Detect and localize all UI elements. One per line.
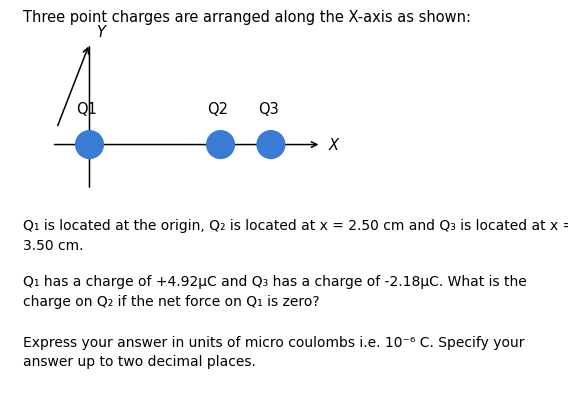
Text: Q3: Q3: [258, 101, 279, 116]
Text: Q1: Q1: [77, 101, 97, 116]
Text: Y: Y: [96, 24, 105, 40]
Circle shape: [76, 132, 103, 159]
Text: X: X: [329, 138, 339, 153]
Text: Three point charges are arranged along the X-axis as shown:: Three point charges are arranged along t…: [23, 10, 471, 25]
Text: Q₁ is located at the origin, Q₂ is located at x = 2.50 cm and Q₃ is located at x: Q₁ is located at the origin, Q₂ is locat…: [23, 219, 568, 252]
Text: Q2: Q2: [207, 101, 228, 116]
Circle shape: [257, 132, 285, 159]
Text: Q₁ has a charge of +4.92μC and Q₃ has a charge of -2.18μC. What is the
charge on: Q₁ has a charge of +4.92μC and Q₃ has a …: [23, 275, 527, 308]
Text: Express your answer in units of micro coulombs i.e. 10⁻⁶ C. Specify your
answer : Express your answer in units of micro co…: [23, 335, 524, 368]
Circle shape: [207, 132, 235, 159]
